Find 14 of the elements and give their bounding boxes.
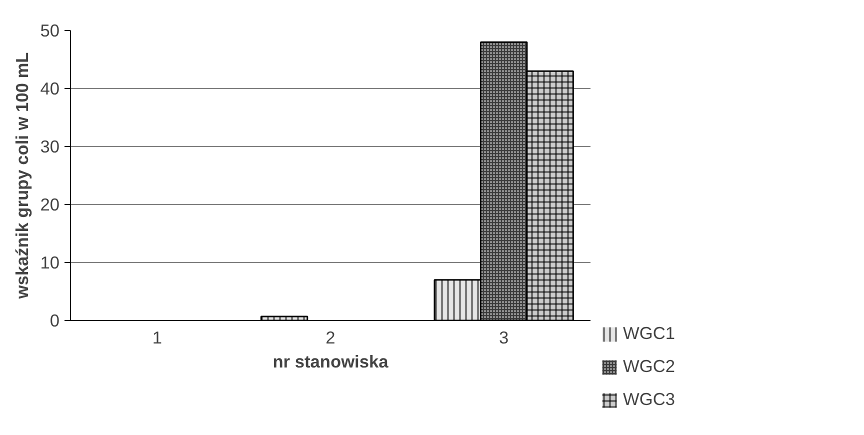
y-tick-label: 50 xyxy=(40,20,60,40)
y-tick-label: 20 xyxy=(40,194,60,214)
x-tick-label: 2 xyxy=(326,328,336,348)
x-tick-label: 1 xyxy=(152,328,162,348)
legend-label: WGC1 xyxy=(623,323,675,344)
x-axis-title: nr stanowiska xyxy=(272,352,389,372)
y-tick-label: 0 xyxy=(50,310,60,330)
y-tick-label: 30 xyxy=(40,136,60,156)
y-tick-label: 40 xyxy=(40,78,60,98)
legend-label: WGC2 xyxy=(623,356,675,377)
y-tick-label: 10 xyxy=(40,252,60,272)
y-axis-title: wskaźnik grupy coli w 100 mL xyxy=(12,52,32,300)
x-tick-label: 3 xyxy=(499,328,509,348)
legend-label: WGC3 xyxy=(623,389,675,410)
